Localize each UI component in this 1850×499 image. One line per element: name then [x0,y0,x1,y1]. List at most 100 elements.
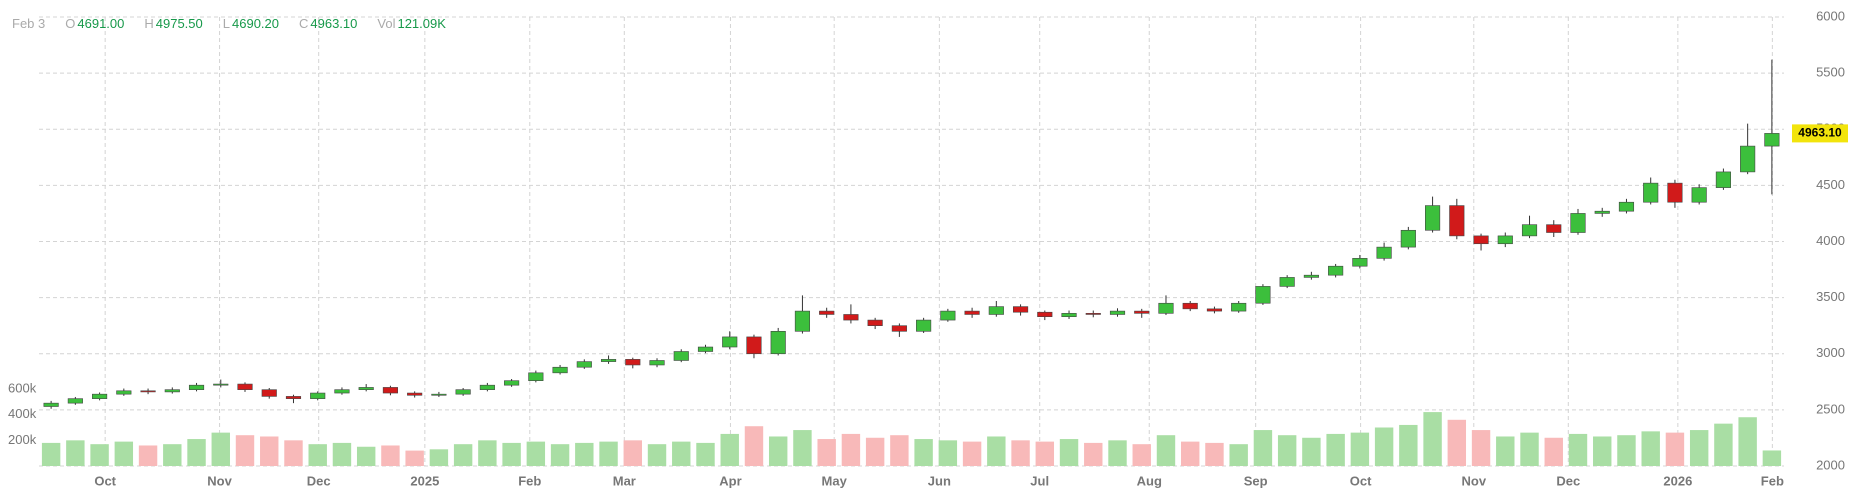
volume-bar [962,441,982,466]
volume-bar [235,435,255,466]
volume-bar [187,439,206,466]
candle-body [1279,277,1295,287]
candle-body [92,393,108,399]
volume-bar [1253,430,1273,466]
candle-body [213,383,229,386]
candle-body [455,389,471,395]
header-value: 4691.00 [77,16,125,31]
candle-body [673,351,689,361]
candle-body [1206,308,1223,312]
volume-bar [381,445,400,466]
candle-body [1449,205,1465,237]
candle-body [1085,313,1101,315]
x-tick-label: 2026 [1663,473,1692,488]
volume-bar [1302,437,1321,466]
volume-bar [1762,450,1782,466]
volume-bar [66,440,85,466]
y-tick-label: 3500 [1816,289,1845,304]
volume-bar [623,440,642,466]
volume-bar [744,426,764,466]
volume-bar [1689,430,1709,466]
volume-bar [502,442,521,466]
header-label: Vol [377,16,396,31]
volume-bar [260,436,279,466]
candle-body [334,389,350,394]
candle-body [1570,213,1586,233]
candle-body [1134,310,1150,314]
candle-body [770,330,786,355]
volume-bar [599,441,618,466]
volume-tick-label: 200k [8,432,37,447]
x-tick-label: Oct [1350,473,1372,488]
candle-body [746,336,762,355]
volume-bar [332,442,352,466]
x-tick-label: Mar [613,473,636,488]
candle-body [1328,265,1344,276]
volume-bar [138,445,158,466]
candle-body [1352,258,1368,267]
volume-bar [575,442,594,466]
candle-body [649,360,665,366]
y-tick-label: 6000 [1816,8,1845,23]
candle-body [358,387,374,390]
y-tick-label: 2500 [1816,401,1845,416]
volume-bar [1205,442,1224,466]
candle-body [916,319,932,332]
volume-bar [1350,432,1370,466]
volume-bar [1229,444,1248,466]
x-tick-label: Nov [207,473,232,488]
volume-bar [720,433,739,466]
candle-body [1643,182,1659,203]
volume-bar [284,440,303,466]
volume-bar [938,440,958,466]
header-label: O [65,16,76,31]
candle-body [1667,182,1683,203]
volume-bar [1181,441,1200,466]
volume-tick-label: 400k [8,406,37,421]
volume-bar [1132,444,1151,466]
candle-body [600,359,617,362]
volume-bar [356,446,376,466]
candle-body [1109,310,1126,315]
volume-bar [1059,439,1079,466]
x-tick-label: Aug [1137,473,1162,488]
last-price-label: 4963.10 [1798,126,1842,140]
header-value: 4963.10 [310,16,358,31]
x-tick-label: 2025 [410,473,439,488]
volume-bar [890,435,909,466]
candle-body [891,325,907,332]
candle-body [1400,229,1416,248]
header-label: L [222,16,230,31]
candle-body [1473,235,1489,245]
candle-body [431,393,447,396]
volume-bar [1447,419,1467,466]
volume-bar [526,441,546,466]
volume-bar [1544,437,1563,466]
volume-bar [1665,432,1685,466]
volume-bar [793,430,812,466]
x-tick-label: Sep [1244,473,1268,488]
candle-body [261,389,277,397]
x-tick-label: Feb [518,473,541,488]
candle-body [1764,133,1780,147]
y-tick-label: 2000 [1816,457,1845,472]
candle-body [1691,187,1707,203]
candle-body [697,346,714,352]
candle-body [479,384,495,390]
candle-body [576,361,592,368]
volume-bar [914,439,933,466]
volume-bar [1423,412,1442,466]
candle-body [1425,205,1441,231]
candle-body [843,314,859,321]
volume-bar [1593,436,1612,466]
candle-body [188,384,205,390]
volume-bar [768,436,788,466]
candle-body [43,402,59,407]
volume-bar [478,440,497,466]
volume-bar [429,449,449,466]
candle-body [1497,235,1513,245]
header-label: H [144,16,154,31]
candle-body [67,398,83,404]
candle-body [794,310,811,332]
volume-bar [1714,423,1733,466]
